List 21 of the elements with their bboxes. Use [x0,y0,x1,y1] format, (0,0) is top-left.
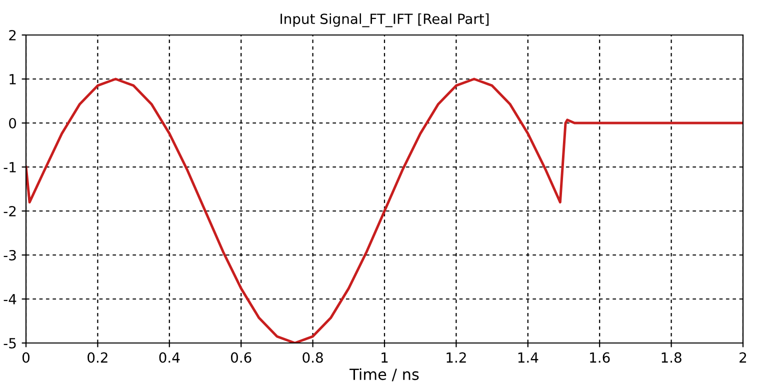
chart-title: Input Signal_FT_IFT [Real Part] [280,13,489,28]
y-tick-label: -2 [4,206,16,216]
x-tick-label: 2 [740,352,746,363]
y-tick-label: 0 [9,118,16,128]
x-tick-label: 0.8 [302,352,323,363]
x-tick-label: 1.8 [662,352,682,363]
y-tick-label: 1 [10,74,16,84]
x-tick-label: 0.4 [159,352,180,363]
x-tick-label: 1.4 [518,352,538,363]
y-tick-label: -5 [4,338,16,348]
x-axis-title: Time / ns [350,368,419,382]
y-tick-label: -4 [4,294,16,304]
y-tick-label: -1 [4,162,16,172]
x-tick-label: 0.2 [88,352,108,363]
x-tick-label: 1.2 [446,352,466,363]
y-tick-label: -3 [4,250,16,260]
x-tick-label: 1.6 [590,352,610,363]
y-tick-label: 2 [9,30,16,40]
x-tick-label: 1 [382,352,388,363]
x-tick-label: 0.6 [230,352,252,363]
x-tick-label: 0 [22,352,30,363]
